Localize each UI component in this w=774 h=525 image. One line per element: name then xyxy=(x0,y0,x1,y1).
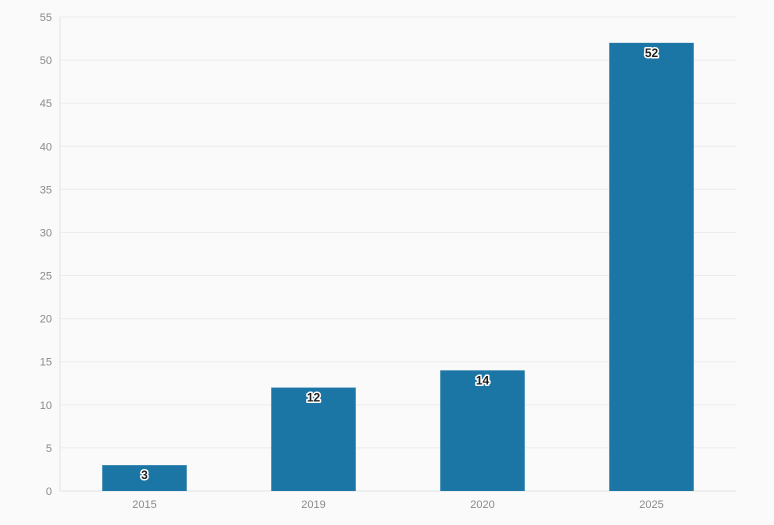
bar-2019 xyxy=(271,387,356,491)
x-tick-label: 2015 xyxy=(132,499,156,511)
bar-2015 xyxy=(102,465,187,491)
y-tick-label: 0 xyxy=(46,486,52,498)
x-tick-label: 2019 xyxy=(301,499,325,511)
bars xyxy=(102,42,694,491)
y-tick-label: 15 xyxy=(40,357,52,369)
y-tick-label: 50 xyxy=(40,55,52,67)
data-label-2019: 12 xyxy=(307,391,321,405)
y-tick-label: 5 xyxy=(46,443,52,455)
data-label-2015: 3 xyxy=(141,468,148,482)
y-tick-label: 20 xyxy=(40,314,52,326)
y-tick-label: 25 xyxy=(40,271,52,283)
y-tick-label: 55 xyxy=(40,12,52,24)
y-tick-label: 45 xyxy=(40,98,52,110)
bar-2020 xyxy=(440,370,525,491)
y-tick-label: 30 xyxy=(40,227,52,239)
y-axis-tick-labels: 0 5 10 15 20 25 30 35 40 45 50 55 xyxy=(40,12,52,498)
data-labels: 3 12 14 52 xyxy=(140,44,660,483)
bar-2025 xyxy=(609,42,694,491)
y-tick-label: 35 xyxy=(40,184,52,196)
x-axis-tick-labels: 2015 2019 2020 2025 xyxy=(132,499,663,511)
x-tick-label: 2020 xyxy=(470,499,494,511)
data-label-2025: 52 xyxy=(645,46,659,60)
y-tick-label: 40 xyxy=(40,141,52,153)
x-tick-label: 2025 xyxy=(639,499,663,511)
data-label-2020: 14 xyxy=(476,373,490,387)
y-tick-label: 10 xyxy=(40,400,52,412)
